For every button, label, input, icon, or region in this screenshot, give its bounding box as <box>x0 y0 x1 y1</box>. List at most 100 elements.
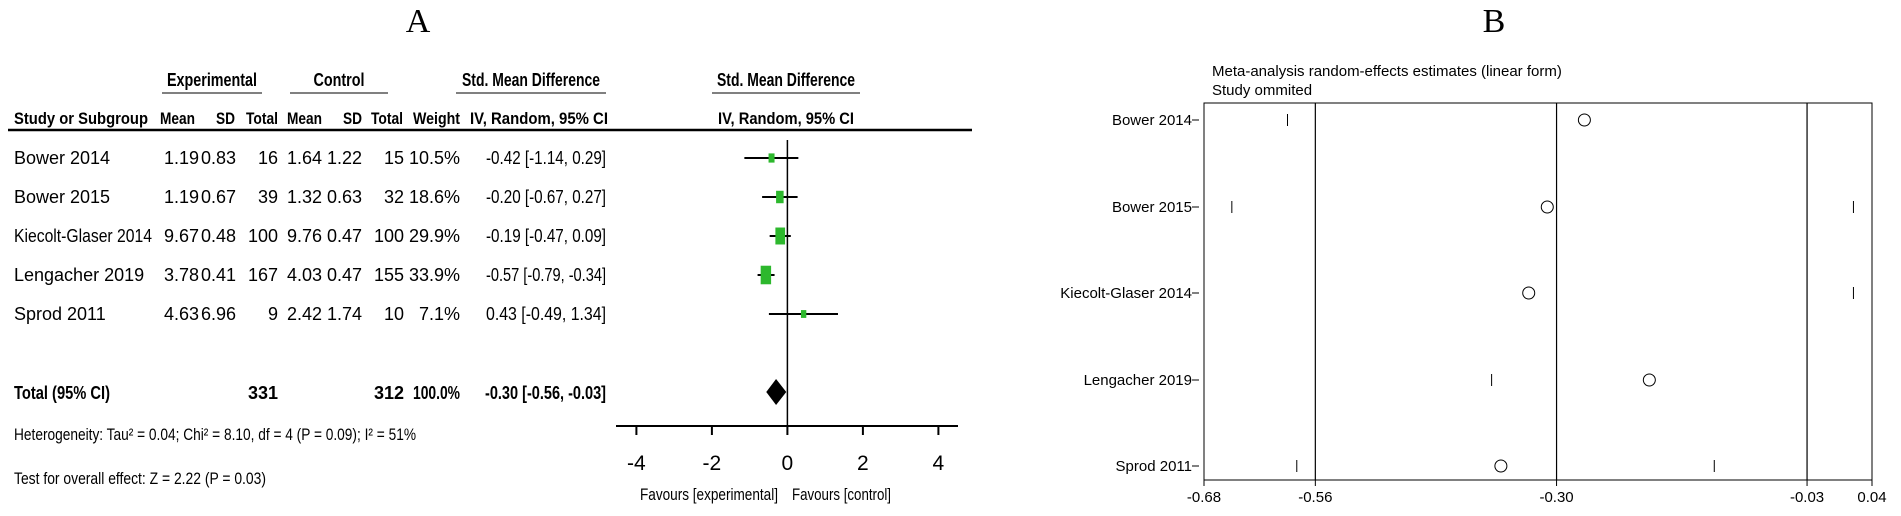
forest-x-tick-label: 2 <box>857 452 869 475</box>
forest-x-tick-label: -4 <box>627 452 646 475</box>
col-study: Study or Subgroup <box>14 109 148 128</box>
total-label: Total (95% CI) <box>14 383 110 403</box>
forest-x-tick-label: 4 <box>933 452 945 475</box>
forest-x-tick-label: 0 <box>782 452 794 475</box>
panel-b-study-label: Sprod 2011 <box>1116 458 1192 475</box>
header-smd: Std. Mean Difference <box>462 70 600 90</box>
cell-ci: -0.20 [-0.67, 0.27] <box>486 187 606 207</box>
cell-study: Bower 2015 <box>14 187 110 207</box>
panel-a: A Experimental Control Std. Mean Differe… <box>8 3 972 504</box>
cell-study: Lengacher 2019 <box>14 265 144 285</box>
cell-exp-mean: 4.63 <box>164 304 199 324</box>
cell-ctl-sd: 1.74 <box>327 304 362 324</box>
cell-ctl-total: 100 <box>374 226 404 246</box>
cell-exp-sd: 0.48 <box>201 226 236 246</box>
cell-exp-mean: 3.78 <box>164 265 199 285</box>
cell-ci: 0.43 [-0.49, 1.34] <box>486 304 606 324</box>
cell-exp-sd: 0.67 <box>201 187 236 207</box>
cell-study: Sprod 2011 <box>14 304 106 324</box>
estimate-point <box>1577 113 1591 127</box>
cell-exp-total: 9 <box>268 304 278 324</box>
panel-b-x-tick-label: -0.03 <box>1790 489 1824 506</box>
panel-b-x-tick-label: -0.56 <box>1298 489 1332 506</box>
cell-study: Bower 2014 <box>14 148 110 168</box>
panel-b-x-tick-label: -0.68 <box>1187 489 1221 506</box>
cell-ctl-mean: 1.64 <box>287 148 322 168</box>
forest-point-marker <box>768 153 775 163</box>
cell-ctl-mean: 4.03 <box>287 265 322 285</box>
cell-weight: 7.1% <box>419 304 460 324</box>
cell-exp-total: 100 <box>248 226 278 246</box>
cell-ctl-sd: 0.47 <box>327 226 362 246</box>
cell-exp-total: 39 <box>258 187 278 207</box>
forest-point-marker <box>800 310 807 318</box>
estimate-point <box>1540 200 1554 214</box>
col-weight: Weight <box>413 109 460 128</box>
cell-weight: 33.9% <box>409 265 460 285</box>
panel-b-study-label: Kiecolt-Glaser 2014 <box>1060 285 1192 302</box>
col-ctl-sd: SD <box>343 109 362 128</box>
cell-study: Kiecolt-Glaser 2014 <box>14 226 152 246</box>
cell-exp-mean: 1.19 <box>164 148 199 168</box>
cell-weight: 10.5% <box>409 148 460 168</box>
panel-b-x-tick-label: 0.04 <box>1857 489 1886 506</box>
forest-point-marker <box>775 227 786 245</box>
panel-b-study-label: Bower 2015 <box>1112 199 1192 216</box>
total-weight: 100.0% <box>413 383 460 403</box>
cell-ci: -0.19 [-0.47, 0.09] <box>486 226 606 246</box>
cell-exp-mean: 9.67 <box>164 226 199 246</box>
cell-exp-sd: 6.96 <box>201 304 236 324</box>
cell-ctl-total: 10 <box>384 304 404 324</box>
col-exp-total: Total <box>246 109 278 128</box>
estimate-point <box>1494 459 1508 473</box>
cell-ctl-mean: 2.42 <box>287 304 322 324</box>
col-ci: IV, Random, 95% CI <box>470 109 608 128</box>
cell-ctl-mean: 9.76 <box>287 226 322 246</box>
total-ci: -0.30 [-0.56, -0.03] <box>485 383 606 403</box>
favours-right: Favours [control] <box>792 485 891 504</box>
panel-b-study-label: Bower 2014 <box>1112 112 1192 129</box>
cell-exp-mean: 1.19 <box>164 187 199 207</box>
panel-b-subtitle: Study ommited <box>1212 82 1312 99</box>
header-experimental: Experimental <box>167 70 257 90</box>
col-exp-mean: Mean <box>160 109 195 128</box>
cell-ctl-total: 15 <box>384 148 404 168</box>
forest-point-marker <box>760 265 772 285</box>
panel-b-frame <box>1203 102 1873 481</box>
estimate-point <box>1642 373 1656 387</box>
header-plot-smd: Std. Mean Difference <box>717 70 855 90</box>
cell-exp-total: 16 <box>258 148 278 168</box>
cell-ctl-sd: 1.22 <box>327 148 362 168</box>
estimate-point <box>1522 286 1536 300</box>
panel-b-study-label: Lengacher 2019 <box>1084 372 1192 389</box>
forest-x-tick-label: -2 <box>703 452 722 475</box>
heterogeneity-text: Heterogeneity: Tau² = 0.04; Chi² = 8.10,… <box>14 425 416 444</box>
col-plot-ci: IV, Random, 95% CI <box>718 109 854 128</box>
panel-b: B Meta-analysis random-effects estimates… <box>1060 3 1886 506</box>
panel-b-title: Meta-analysis random-effects estimates (… <box>1212 63 1562 80</box>
cell-ctl-sd: 0.47 <box>327 265 362 285</box>
forest-point-marker <box>776 190 784 204</box>
total-ctl: 312 <box>374 383 404 403</box>
panel-b-label: B <box>1483 3 1506 40</box>
cell-exp-sd: 0.83 <box>201 148 236 168</box>
total-exp: 331 <box>248 383 278 403</box>
cell-ctl-total: 32 <box>384 187 404 207</box>
col-exp-sd: SD <box>216 109 235 128</box>
cell-exp-total: 167 <box>248 265 278 285</box>
header-control: Control <box>314 70 365 90</box>
cell-ctl-sd: 0.63 <box>327 187 362 207</box>
overall-effect-text: Test for overall effect: Z = 2.22 (P = 0… <box>14 469 266 488</box>
cell-ci: -0.57 [-0.79, -0.34] <box>486 265 606 285</box>
forest-pooled-diamond <box>766 379 787 405</box>
col-ctl-mean: Mean <box>287 109 322 128</box>
cell-exp-sd: 0.41 <box>201 265 236 285</box>
cell-ctl-total: 155 <box>374 265 404 285</box>
panel-a-label: A <box>406 3 431 40</box>
cell-ctl-mean: 1.32 <box>287 187 322 207</box>
cell-ci: -0.42 [-1.14, 0.29] <box>486 148 606 168</box>
col-ctl-total: Total <box>371 109 403 128</box>
favours-left: Favours [experimental] <box>640 485 778 504</box>
panel-b-x-tick-label: -0.30 <box>1539 489 1573 506</box>
